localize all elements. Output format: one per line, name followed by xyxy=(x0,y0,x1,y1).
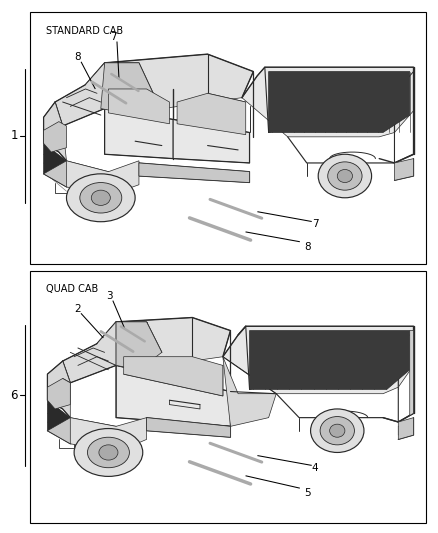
Ellipse shape xyxy=(318,154,371,198)
Ellipse shape xyxy=(99,445,118,460)
Polygon shape xyxy=(97,318,230,366)
Bar xyxy=(30,12,426,264)
Polygon shape xyxy=(44,102,67,161)
Polygon shape xyxy=(223,326,413,394)
Text: 8: 8 xyxy=(304,241,311,252)
Polygon shape xyxy=(223,357,276,426)
Text: 4: 4 xyxy=(312,463,318,473)
Polygon shape xyxy=(101,63,154,113)
Text: 7: 7 xyxy=(312,219,318,229)
Polygon shape xyxy=(398,418,413,439)
Ellipse shape xyxy=(91,190,110,205)
Text: 6: 6 xyxy=(10,389,18,402)
Text: 5: 5 xyxy=(304,488,311,498)
Ellipse shape xyxy=(74,429,143,477)
Polygon shape xyxy=(147,418,230,437)
Text: QUAD CAB: QUAD CAB xyxy=(46,284,98,294)
Ellipse shape xyxy=(80,182,122,213)
Polygon shape xyxy=(105,109,173,159)
Bar xyxy=(30,271,426,523)
Ellipse shape xyxy=(88,437,129,467)
Polygon shape xyxy=(173,119,250,163)
Polygon shape xyxy=(55,63,105,126)
Polygon shape xyxy=(47,400,70,439)
Ellipse shape xyxy=(320,417,354,445)
Ellipse shape xyxy=(67,174,135,222)
Polygon shape xyxy=(47,418,116,444)
Polygon shape xyxy=(177,93,246,135)
Polygon shape xyxy=(85,54,253,111)
Polygon shape xyxy=(116,366,230,426)
Text: 7: 7 xyxy=(110,32,117,42)
Polygon shape xyxy=(44,161,109,187)
Polygon shape xyxy=(124,357,223,396)
Polygon shape xyxy=(116,322,162,370)
Polygon shape xyxy=(250,330,410,389)
Polygon shape xyxy=(410,330,413,415)
Polygon shape xyxy=(70,418,147,453)
Polygon shape xyxy=(47,361,70,418)
Ellipse shape xyxy=(330,424,345,437)
Text: STANDARD CAB: STANDARD CAB xyxy=(46,26,123,36)
Polygon shape xyxy=(67,161,139,196)
Ellipse shape xyxy=(337,169,353,182)
Polygon shape xyxy=(109,89,170,124)
Text: 8: 8 xyxy=(74,52,81,62)
Polygon shape xyxy=(63,322,116,383)
Polygon shape xyxy=(44,122,67,152)
Polygon shape xyxy=(242,67,413,137)
Polygon shape xyxy=(44,143,67,182)
Text: 2: 2 xyxy=(74,304,81,313)
Polygon shape xyxy=(139,163,250,182)
Text: 3: 3 xyxy=(106,291,113,301)
Polygon shape xyxy=(47,378,70,409)
Polygon shape xyxy=(268,71,410,133)
Polygon shape xyxy=(395,159,413,180)
Ellipse shape xyxy=(328,162,362,190)
Text: 1: 1 xyxy=(10,130,18,142)
Ellipse shape xyxy=(311,409,364,453)
